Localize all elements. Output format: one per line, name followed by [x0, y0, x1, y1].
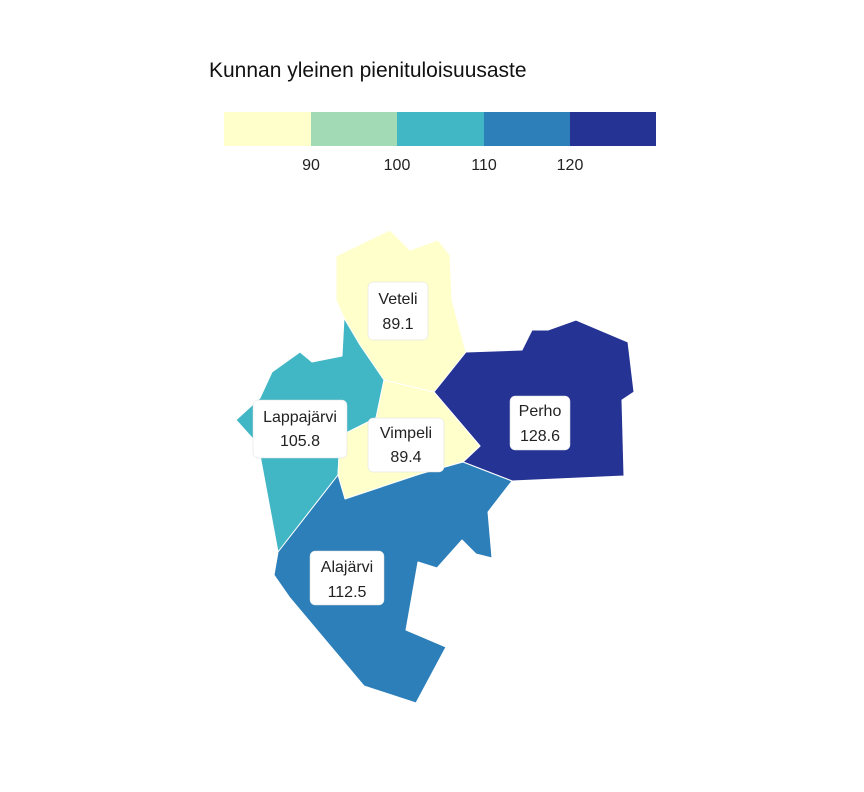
- label-value-alajarvi: 112.5: [328, 584, 367, 601]
- label-veteli: Veteli 89.1: [367, 281, 429, 341]
- label-box-perho: [509, 395, 571, 451]
- label-box-lappajarvi: [252, 399, 348, 459]
- legend-tick-90: 90: [302, 157, 320, 174]
- label-value-veteli: 89.1: [382, 316, 413, 333]
- legend-swatch-1: [224, 112, 311, 146]
- legend-tick-100: 100: [384, 157, 411, 174]
- label-value-vimpeli: 89.4: [390, 449, 421, 466]
- label-vimpeli: Vimpeli 89.4: [367, 417, 445, 473]
- label-box-vimpeli: [367, 417, 445, 473]
- legend-title: Kunnan yleinen pienituloisuusaste: [209, 59, 527, 82]
- legend-tick-110: 110: [471, 157, 497, 174]
- label-alajarvi: Alajärvi 112.5: [309, 550, 385, 606]
- label-name-vimpeli: Vimpeli: [380, 425, 432, 442]
- legend-swatch-4: [484, 112, 570, 146]
- label-perho: Perho 128.6: [509, 395, 571, 451]
- legend-tick-120: 120: [557, 157, 584, 174]
- legend-swatch-5: [570, 112, 656, 146]
- label-name-lappajarvi: Lappajärvi: [263, 409, 337, 426]
- label-value-lappajarvi: 105.8: [280, 433, 320, 450]
- label-box-veteli: [367, 281, 429, 341]
- legend-swatch-3: [397, 112, 484, 146]
- label-name-veteli: Veteli: [378, 291, 417, 308]
- legend: Kunnan yleinen pienituloisuusaste 90 100…: [209, 59, 656, 174]
- region-alajarvi[interactable]: [273, 461, 513, 704]
- label-box-alajarvi: [309, 550, 385, 606]
- label-value-perho: 128.6: [520, 428, 560, 445]
- label-name-alajarvi: Alajärvi: [321, 559, 373, 576]
- legend-swatch-2: [311, 112, 397, 146]
- label-name-perho: Perho: [519, 403, 562, 420]
- label-lappajarvi: Lappajärvi 105.8: [252, 399, 348, 459]
- region-labels: Veteli 89.1 Lappajärvi 105.8 Vimpeli 89.…: [252, 281, 571, 606]
